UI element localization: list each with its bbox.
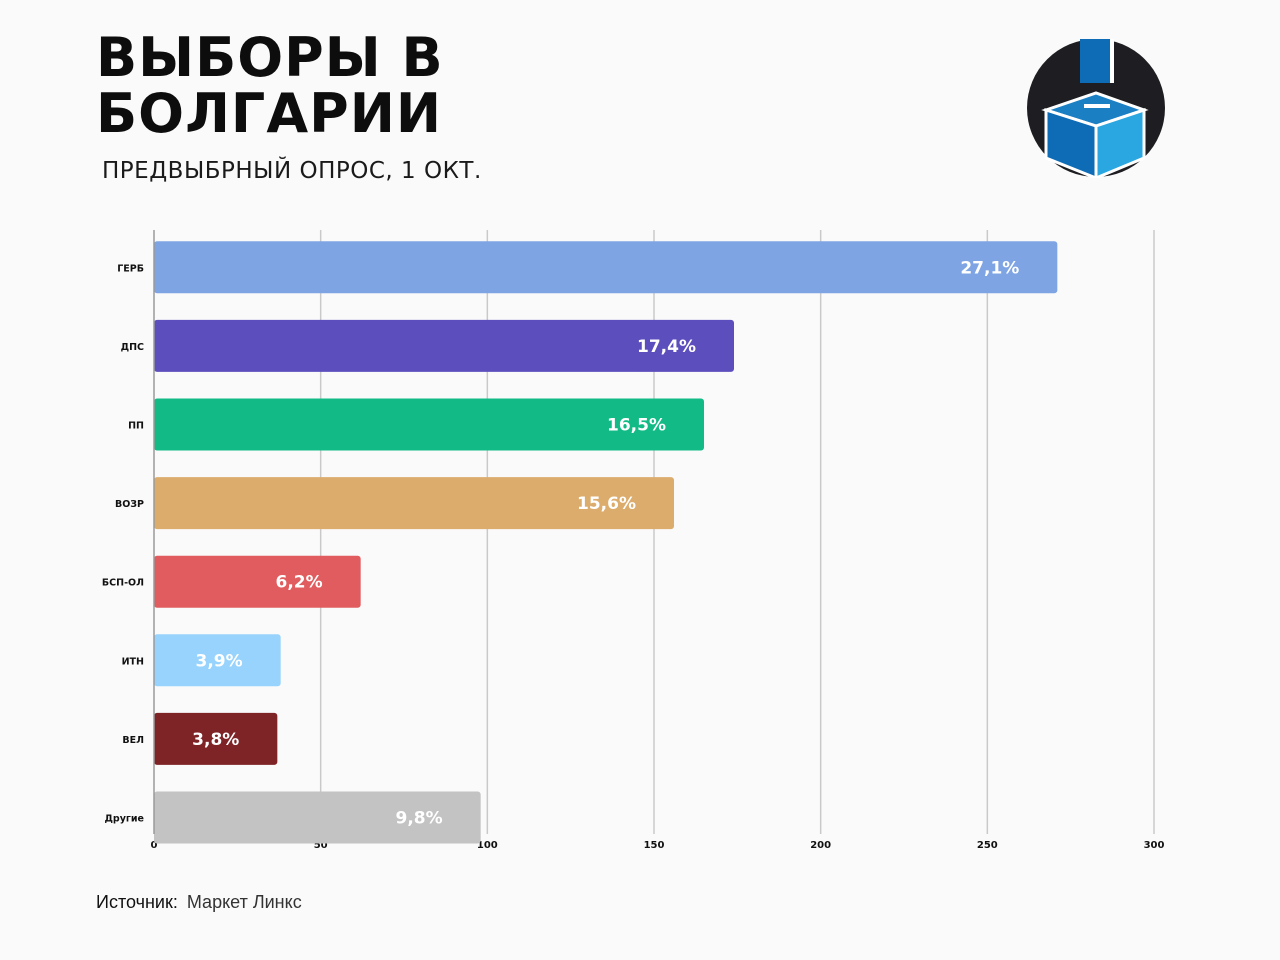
- bar: [154, 477, 674, 530]
- category-label: ВОЗР: [115, 499, 144, 510]
- category-label: ВЕЛ: [122, 735, 144, 746]
- x-tick-label: 100: [477, 840, 498, 851]
- bar: [154, 319, 734, 372]
- bar: [154, 398, 704, 451]
- data-label: 6,2%: [276, 573, 323, 593]
- logo-box-left: [1044, 107, 1098, 178]
- source-note: Источник: Маркет Линкс: [96, 892, 302, 913]
- data-label: 3,8%: [192, 730, 239, 750]
- data-label: 9,8%: [396, 809, 443, 829]
- data-label: 27,1%: [960, 258, 1019, 278]
- data-label: 17,4%: [637, 337, 696, 357]
- bar: [154, 791, 481, 844]
- x-tick-label: 50: [314, 840, 328, 851]
- source-label: Источник:: [96, 892, 178, 912]
- category-label: ПП: [128, 421, 144, 432]
- data-label: 16,5%: [607, 416, 666, 436]
- x-tick-label: 200: [810, 840, 831, 851]
- data-label: 15,6%: [577, 494, 636, 514]
- source-value: Маркет Линкс: [186, 892, 302, 912]
- page-subtitle: ПРЕДВЫБРНЫЙ ОПРОС, 1 ОКТ.: [102, 158, 482, 184]
- logo-box-right: [1094, 107, 1146, 178]
- page-title: ВЫБОРЫ В БОЛГАРИИ: [96, 26, 444, 145]
- ballot-box-icon: [1027, 39, 1165, 178]
- logo-ballot: [1080, 39, 1110, 83]
- x-tick-label: 300: [1144, 840, 1165, 851]
- data-label: 3,9%: [196, 651, 243, 671]
- bar: [154, 555, 361, 608]
- bar: [154, 241, 1058, 294]
- bar-chart: 0 50 100 150 200 250 300 ГЕРБ 27,1% ДПС 17,4% ПП 16,…: [102, 230, 1165, 851]
- x-tick-label: 250: [977, 840, 998, 851]
- category-label: ДПС: [121, 342, 144, 353]
- category-label: ГЕРБ: [117, 263, 144, 274]
- category-label: БСП-ОЛ: [102, 578, 144, 589]
- bar: [154, 634, 281, 687]
- x-tick-label: 0: [151, 840, 158, 851]
- bar: [154, 712, 278, 765]
- category-label: ИТН: [122, 656, 144, 667]
- x-tick-label: 150: [644, 840, 665, 851]
- category-label: Другие: [104, 814, 144, 825]
